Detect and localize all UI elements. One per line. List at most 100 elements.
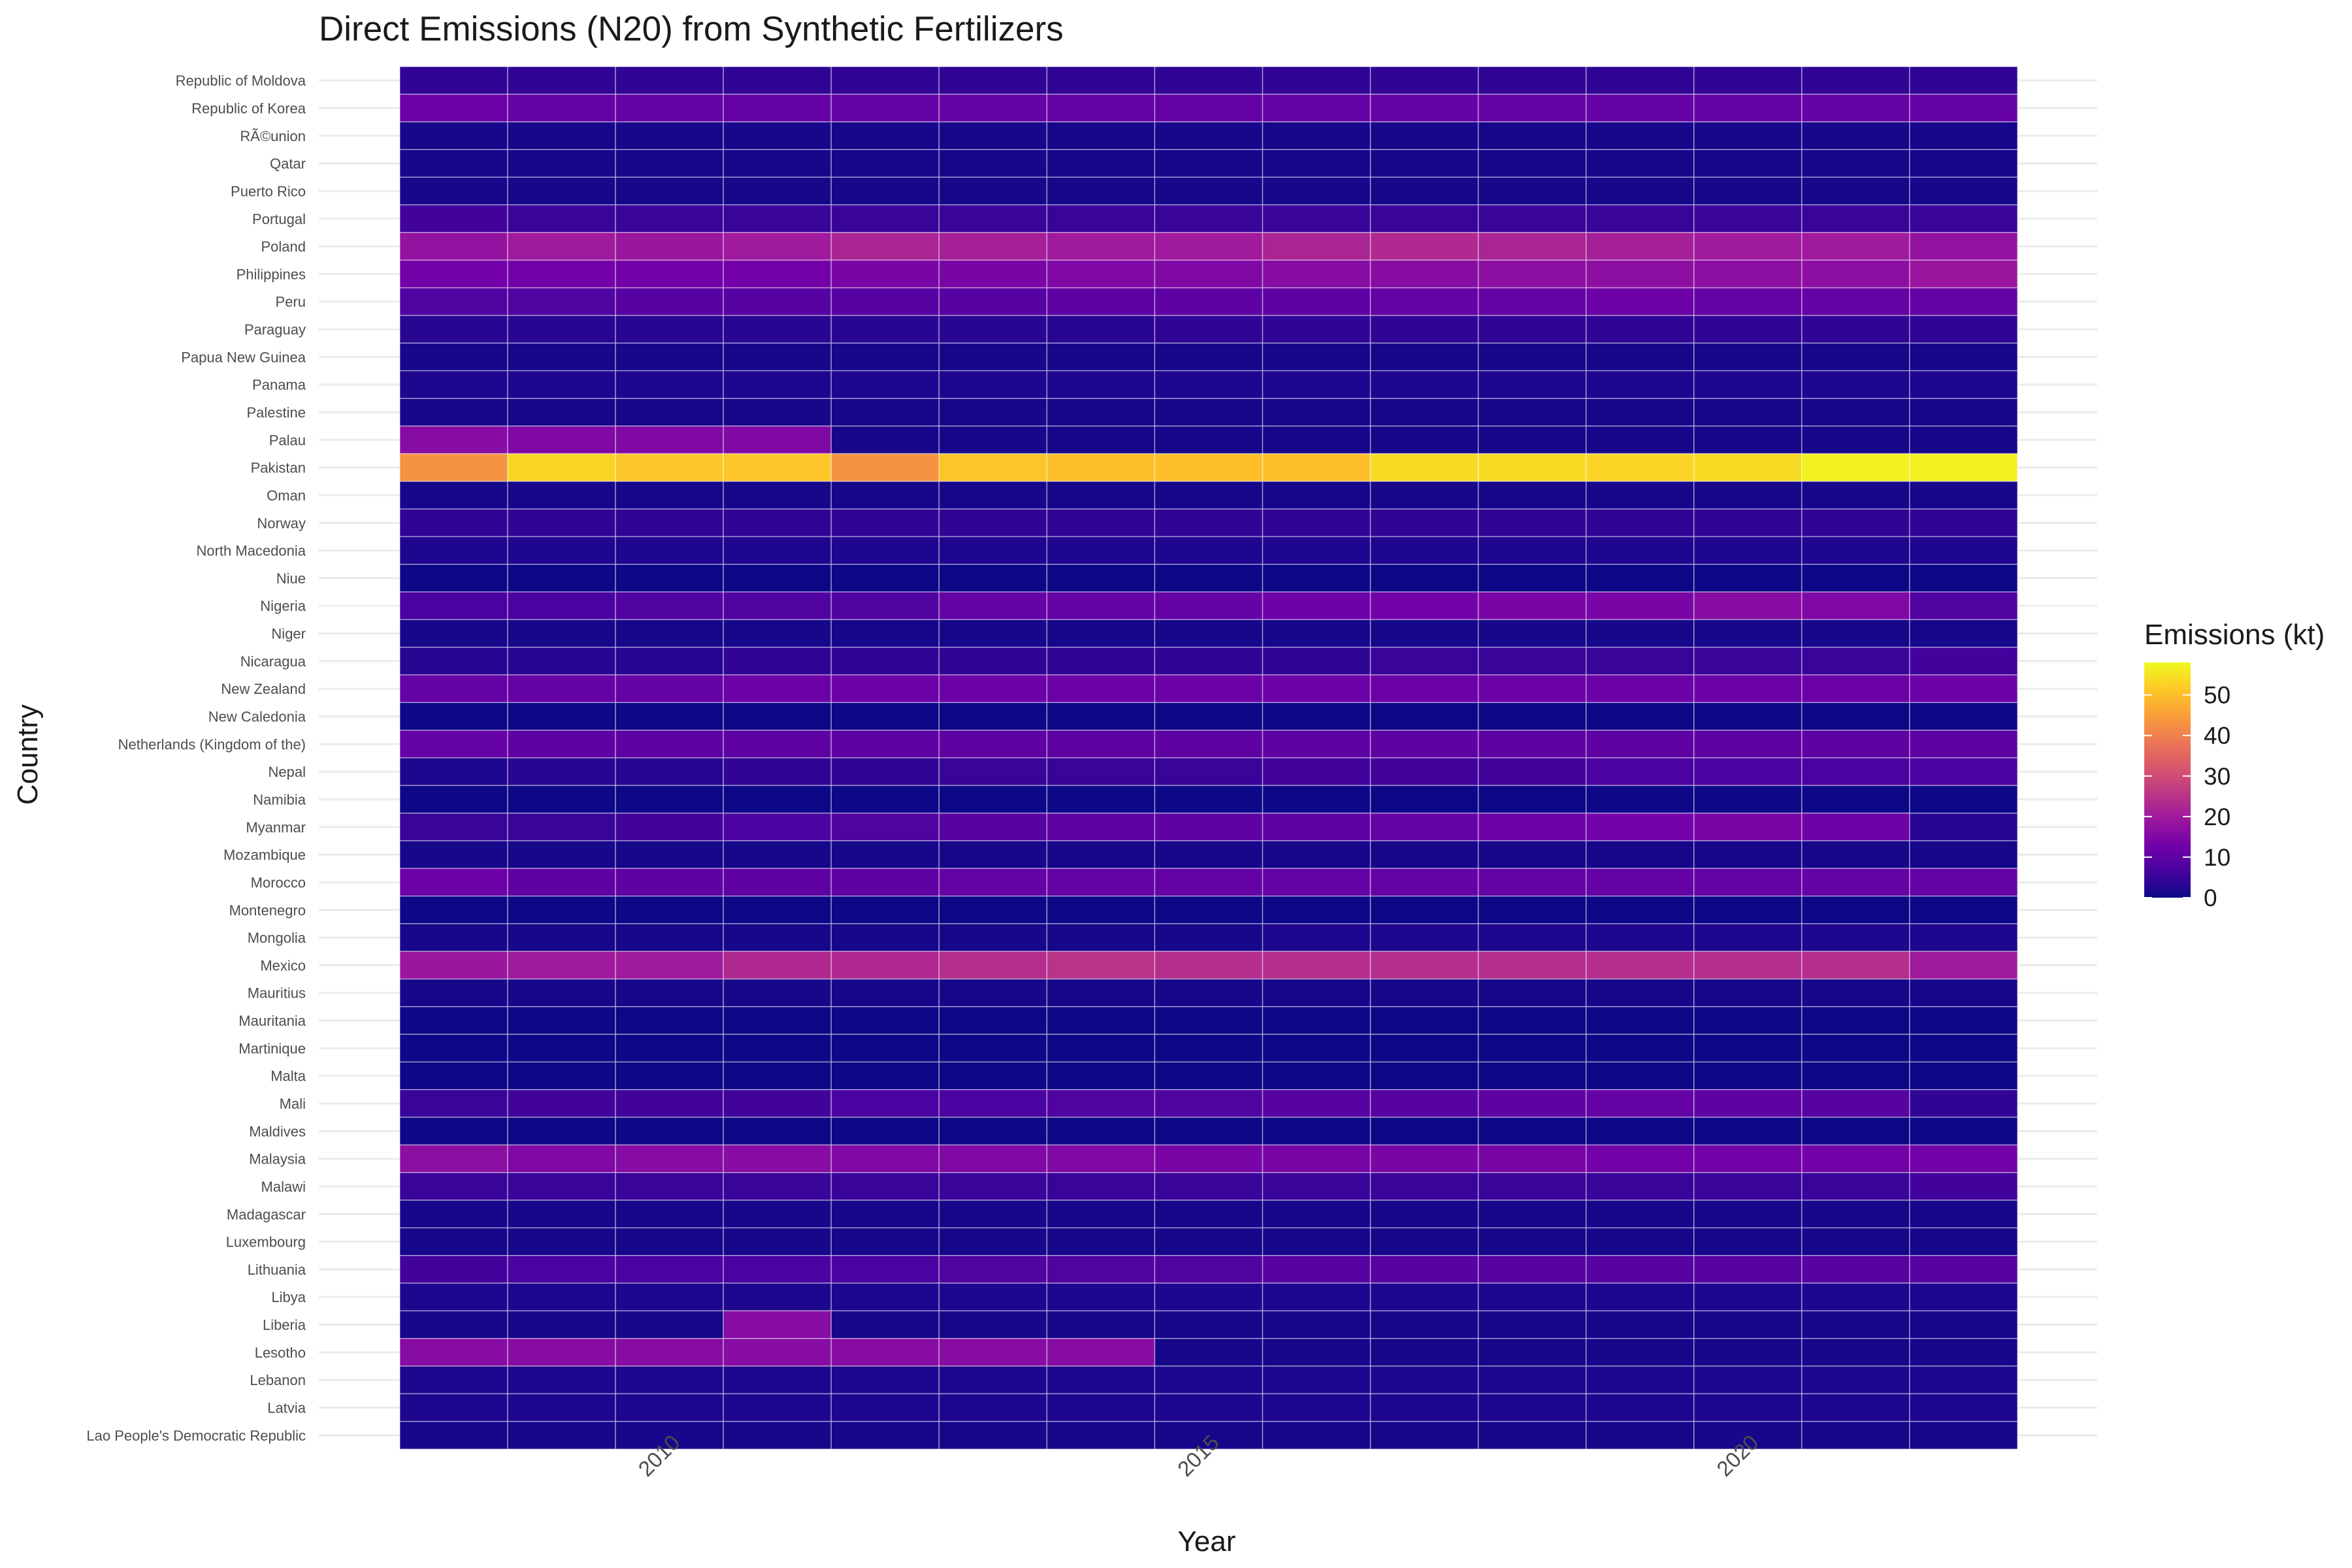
heatmap-cell [1369,204,1479,233]
heatmap-cell [399,176,508,206]
heatmap-cell [1369,1144,1479,1173]
heatmap-cell [1369,1337,1479,1367]
heatmap-cell [1262,259,1371,289]
heatmap-cell [1693,923,1803,952]
heatmap-cell [1477,868,1587,897]
heatmap-cell [1369,481,1479,510]
heatmap-cell [938,508,1048,538]
heatmap-cell [1154,453,1264,482]
heatmap-cell [1585,204,1695,233]
legend-tick-label: 10 [2204,844,2230,871]
heatmap-cell [1154,785,1264,814]
heatmap-cell [723,204,832,233]
heatmap-cell [399,951,508,980]
heatmap-cell [615,93,724,123]
heatmap-cell [399,66,508,95]
heatmap-cell [1046,895,1156,924]
heatmap-cell [1369,646,1479,676]
heatmap-cell [938,425,1048,455]
heatmap-cell [1477,757,1587,787]
heatmap-cell [507,315,616,344]
heatmap-cell [507,453,616,482]
heatmap-cell [615,149,724,178]
y-tick-label: Morocco [251,874,306,890]
heatmap-cell [1477,951,1587,980]
y-tick-label: Mali [280,1096,306,1112]
legend-tick-label: 40 [2204,723,2230,749]
heatmap-cell [1585,287,1695,316]
heatmap-cell [1154,93,1264,123]
heatmap-cell [1477,342,1587,372]
heatmap-cell [1477,149,1587,178]
heatmap-cell [1262,121,1371,150]
heatmap-cell [1801,1227,1910,1256]
heatmap-cell [830,315,940,344]
heatmap-cell [615,1337,724,1367]
heatmap-cell [830,1393,940,1422]
heatmap-cell [723,1006,832,1035]
heatmap-cell [399,868,508,897]
heatmap-cell [723,757,832,787]
heatmap-cell [1909,1006,2018,1035]
heatmap-cell [1909,1144,2018,1173]
heatmap-cell [1369,287,1479,316]
heatmap-cell [1801,1282,1910,1312]
heatmap-cell [1046,1172,1156,1201]
heatmap-cell [1262,978,1371,1007]
heatmap-cell [1693,66,1803,95]
heatmap-cell [1154,370,1264,399]
heatmap-cell [615,342,724,372]
heatmap-cell [723,287,832,316]
y-tick-label: Netherlands (Kingdom of the) [118,736,306,753]
heatmap-cell [507,93,616,123]
heatmap-cell [615,951,724,980]
heatmap-cell [1262,1200,1371,1229]
heatmap-cell [938,1337,1048,1367]
heatmap-cell [1154,536,1264,565]
heatmap-cell [1801,564,1910,593]
heatmap-cell [830,66,940,95]
heatmap-cell [1262,702,1371,731]
heatmap-cell [1693,895,1803,924]
heatmap-cell [1046,1420,1156,1450]
heatmap-cell [1801,1365,1910,1395]
heatmap-cell [1262,812,1371,841]
heatmap-cell [1693,1172,1803,1201]
heatmap-cell [1262,1061,1371,1090]
heatmap-cell [830,287,940,316]
heatmap-cell [399,204,508,233]
heatmap-cell [1801,646,1910,676]
heatmap-cell [507,287,616,316]
heatmap-cell [1909,729,2018,759]
heatmap-cell [1693,232,1803,261]
heatmap-cell [615,1144,724,1173]
heatmap-cell [1585,1255,1695,1284]
heatmap-cell [1693,370,1803,399]
heatmap-cell [938,398,1048,427]
heatmap-cell [1909,1255,2018,1284]
heatmap-cell [1369,868,1479,897]
heatmap-cell [1477,425,1587,455]
heatmap-cell [507,149,616,178]
heatmap-cell [1262,176,1371,206]
heatmap-cell [830,425,940,455]
heatmap-cell [615,1061,724,1090]
heatmap-cell [1046,674,1156,704]
heatmap-cell [1154,176,1264,206]
heatmap-cell [1262,674,1371,704]
heatmap-cell [399,1393,508,1422]
heatmap-cell [723,1034,832,1063]
y-tick-label: Lebanon [250,1372,306,1388]
heatmap-cell [1369,1172,1479,1201]
y-tick-label: Niger [271,626,306,642]
heatmap-cell [1693,1365,1803,1395]
heatmap-cell [1801,259,1910,289]
legend-title: Emissions (kt) [2144,619,2325,651]
heatmap-cell [1369,149,1479,178]
heatmap-cell [399,342,508,372]
heatmap-cell [1046,149,1156,178]
heatmap-cell [1154,646,1264,676]
heatmap-cell [399,1337,508,1367]
y-tick-label: Poland [261,238,306,255]
heatmap-cell [507,812,616,841]
